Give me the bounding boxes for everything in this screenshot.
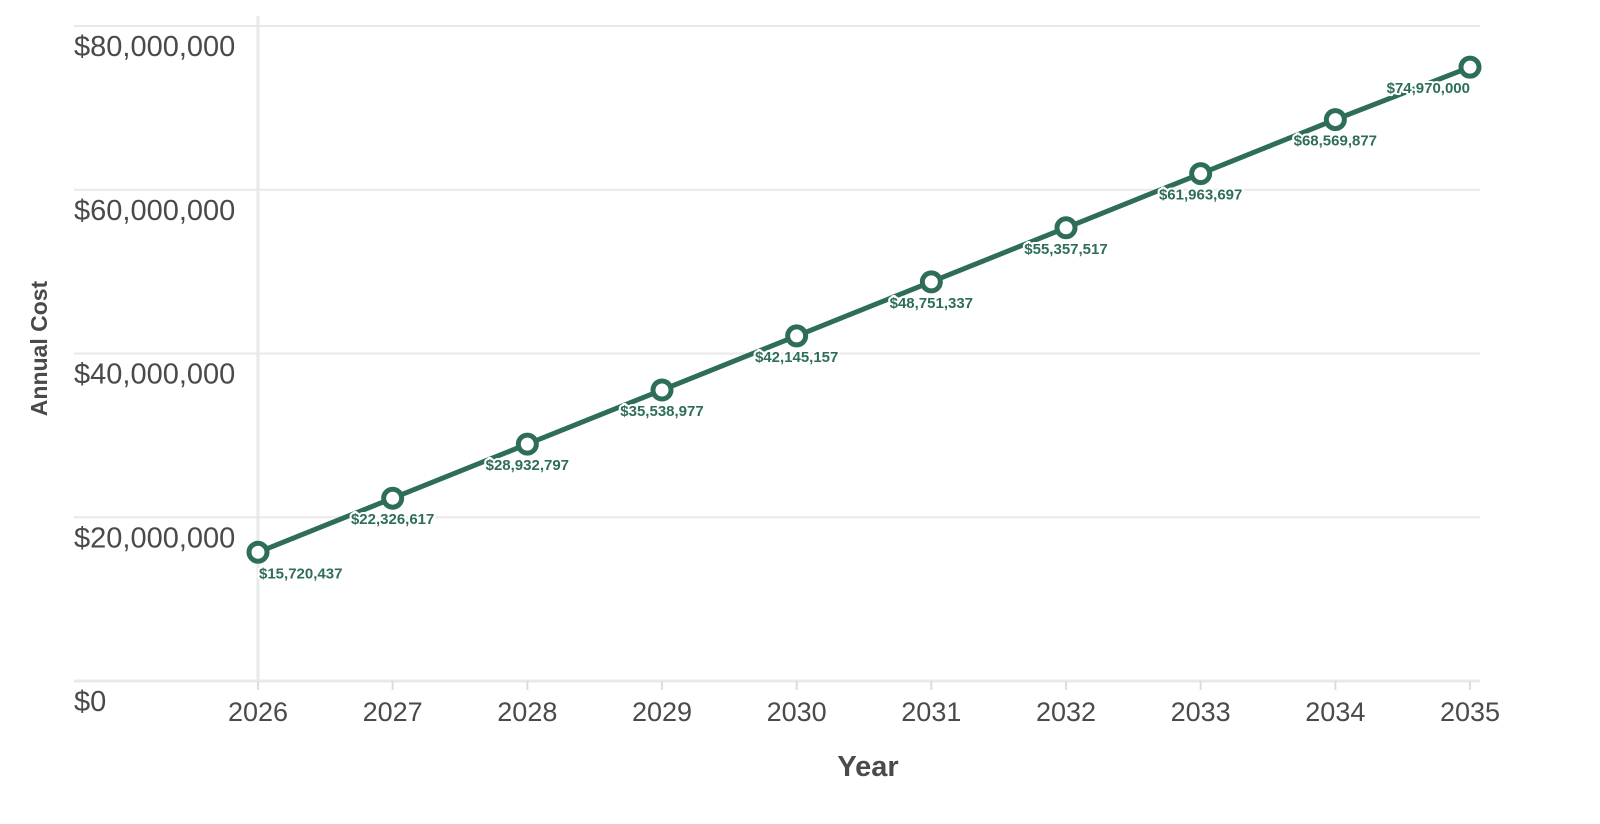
data-label: $35,538,977 <box>620 403 703 420</box>
data-point <box>1189 162 1213 186</box>
data-point <box>919 270 943 294</box>
data-label: $74,970,000 <box>1387 80 1470 97</box>
gridlines <box>74 25 1480 519</box>
data-point <box>1323 108 1347 132</box>
y-tick-label: $40,000,000 <box>74 359 235 391</box>
x-tick-label: 2027 <box>363 697 423 727</box>
series-line <box>255 64 1473 555</box>
y-tick-label: $60,000,000 <box>74 195 235 227</box>
data-point <box>246 540 270 564</box>
data-label: $61,963,697 <box>1159 187 1242 204</box>
data-label: $68,569,877 <box>1294 133 1377 150</box>
y-tick-label: $80,000,000 <box>74 31 235 63</box>
data-point <box>1458 55 1482 79</box>
data-label: $15,720,437 <box>259 565 342 582</box>
data-label: $48,751,337 <box>890 295 973 312</box>
data-label: $42,145,157 <box>755 349 838 366</box>
x-tick-label: 2034 <box>1305 697 1365 727</box>
data-labels: $15,720,437 $22,326,617 $28,932,797 $35,538… <box>257 78 1472 584</box>
data-point <box>650 378 674 402</box>
y-axis-title: Annual Cost <box>26 280 52 416</box>
x-axis-title: Year <box>837 751 898 783</box>
data-label: $28,932,797 <box>486 457 569 474</box>
axes: $0 $20,000,000 $40,000,000 $60,000,000 $80,0… <box>74 16 1500 727</box>
x-tick-label: 2033 <box>1171 697 1231 727</box>
x-tick-label: 2035 <box>1440 697 1500 727</box>
data-point <box>515 432 539 456</box>
y-tick-label: $0 <box>74 686 106 718</box>
x-tick-label: 2031 <box>901 697 961 727</box>
x-tick-label: 2026 <box>228 697 288 727</box>
x-tick-label: 2030 <box>767 697 827 727</box>
x-tick-label: 2029 <box>632 697 692 727</box>
data-point <box>1054 216 1078 240</box>
x-tick-label: 2028 <box>497 697 557 727</box>
y-tick-label: $20,000,000 <box>74 522 235 554</box>
data-label: $22,326,617 <box>351 511 434 528</box>
data-point <box>381 486 405 510</box>
x-tick-label: 2032 <box>1036 697 1096 727</box>
data-label: $55,357,517 <box>1024 241 1107 258</box>
series <box>246 55 1482 564</box>
data-point <box>785 324 809 348</box>
